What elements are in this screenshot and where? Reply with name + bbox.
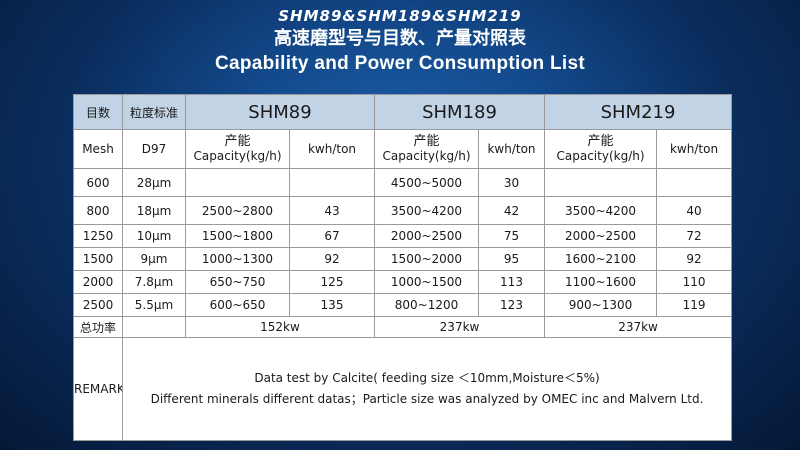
cell-capacity-shm89: 650~750 [185, 270, 290, 294]
cell-capacity-shm189: 800~1200 [374, 293, 479, 317]
cell-capacity-shm89: 1500~1800 [185, 224, 290, 248]
cell-d97: 10μm [122, 224, 186, 248]
total-power-row: 总功率 152kw 237kw 237kw [73, 316, 733, 338]
subheader-kwh-1: kwh/ton [289, 129, 375, 169]
cell-capacity-shm189: 3500~4200 [374, 196, 479, 225]
subheader-capacity-1: 产能 Capacity(kg/h) [185, 129, 290, 169]
capacity-cn-label: 产能 [413, 134, 440, 149]
cell-mesh: 2500 [73, 293, 123, 317]
remark-row: REMARK Data test by Calcite( feeding siz… [73, 337, 733, 441]
subheader-capacity-2: 产能 Capacity(kg/h) [374, 129, 479, 169]
cell-capacity-shm219: 2000~2500 [544, 224, 658, 248]
table-header-row: 目数 粒度标准 SHM89 SHM189 SHM219 [73, 94, 733, 130]
cell-kwh-shm89: 92 [289, 247, 375, 271]
capacity-table: 目数 粒度标准 SHM89 SHM189 SHM219 Mesh D97 产能 … [73, 94, 733, 441]
cell-capacity-shm189: 1500~2000 [374, 247, 479, 271]
table-row: 800 18μm 2500~2800 43 3500~4200 42 3500~… [73, 196, 733, 225]
cell-kwh-shm219: 72 [656, 224, 733, 248]
cell-mesh: 2000 [73, 270, 123, 294]
capacity-en-label: Capacity(kg/h) [556, 149, 645, 163]
cell-kwh-shm189: 95 [477, 247, 546, 271]
total-power-shm89: 152kw [185, 316, 375, 338]
cell-mesh: 600 [73, 168, 123, 197]
cell-kwh-shm219: 110 [656, 270, 733, 294]
cell-capacity-shm219 [544, 168, 658, 197]
subheader-capacity-3: 产能 Capacity(kg/h) [544, 129, 658, 169]
cell-capacity-shm89: 2500~2800 [185, 196, 290, 225]
remark-line-1: Data test by Calcite( feeding size ＜10mm… [254, 371, 600, 385]
cell-d97: 7.8μm [122, 270, 186, 294]
cell-capacity-shm189: 1000~1500 [374, 270, 479, 294]
cell-capacity-shm219: 900~1300 [544, 293, 658, 317]
table-row: 1250 10μm 1500~1800 67 2000~2500 75 2000… [73, 224, 733, 248]
table-row: 1500 9μm 1000~1300 92 1500~2000 95 1600~… [73, 247, 733, 271]
cell-capacity-shm89: 1000~1300 [185, 247, 290, 271]
cell-kwh-shm189: 30 [477, 168, 546, 197]
title-block: SHM89&SHM189&SHM219 高速磨型号与目数、产量对照表 Capab… [0, 6, 800, 76]
cell-kwh-shm189: 42 [477, 196, 546, 225]
cell-kwh-shm189: 75 [477, 224, 546, 248]
header-granularity-cn: 粒度标准 [122, 94, 186, 130]
cell-capacity-shm189: 2000~2500 [374, 224, 479, 248]
cell-mesh: 800 [73, 196, 123, 225]
subheader-mesh: Mesh [73, 129, 123, 169]
title-models: SHM89&SHM189&SHM219 [278, 7, 522, 25]
subheader-kwh-3: kwh/ton [656, 129, 733, 169]
cell-kwh-shm219: 92 [656, 247, 733, 271]
title-chinese: 高速磨型号与目数、产量对照表 [274, 28, 526, 49]
cell-kwh-shm219: 119 [656, 293, 733, 317]
capacity-cn-label: 产能 [224, 134, 251, 149]
cell-capacity-shm89 [185, 168, 290, 197]
table-subheader-row: Mesh D97 产能 Capacity(kg/h) kwh/ton 产能 Ca… [73, 129, 733, 169]
remark-line-2: Different minerals different datas；Parti… [150, 392, 704, 406]
cell-mesh: 1250 [73, 224, 123, 248]
cell-capacity-shm189: 4500~5000 [374, 168, 479, 197]
subheader-d97: D97 [122, 129, 186, 169]
header-mesh-cn: 目数 [73, 94, 123, 130]
header-model-shm189: SHM189 [373, 94, 546, 130]
remark-text: Data test by Calcite( feeding size ＜10mm… [121, 337, 733, 441]
cell-d97: 9μm [122, 247, 186, 271]
header-model-shm219: SHM219 [544, 94, 733, 130]
table-row: 2500 5.5μm 600~650 135 800~1200 123 900~… [73, 293, 733, 317]
title-english: Capability and Power Consumption List [214, 53, 585, 74]
capacity-en-label: Capacity(kg/h) [193, 149, 282, 163]
cell-d97: 5.5μm [122, 293, 186, 317]
cell-kwh-shm89: 135 [289, 293, 375, 317]
cell-mesh: 1500 [73, 247, 123, 271]
header-model-shm89: SHM89 [185, 94, 375, 130]
cell-d97: 28μm [122, 168, 186, 197]
total-power-shm219: 237kw [544, 316, 733, 338]
remark-label: REMARK [73, 337, 123, 441]
subheader-kwh-2: kwh/ton [477, 129, 546, 169]
cell-kwh-shm89 [289, 168, 375, 197]
cell-kwh-shm89: 43 [289, 196, 375, 225]
cell-kwh-shm89: 67 [289, 224, 375, 248]
cell-capacity-shm89: 600~650 [185, 293, 290, 317]
table-row: 2000 7.8μm 650~750 125 1000~1500 113 110… [73, 270, 733, 294]
cell-capacity-shm219: 3500~4200 [544, 196, 658, 225]
table-row: 600 28μm 4500~5000 30 [73, 168, 733, 197]
cell-capacity-shm219: 1600~2100 [544, 247, 658, 271]
cell-kwh-shm89: 125 [289, 270, 375, 294]
total-power-label: 总功率 [73, 316, 123, 338]
capacity-cn-label: 产能 [587, 134, 614, 149]
total-power-empty [122, 316, 186, 338]
cell-kwh-shm219: 40 [656, 196, 733, 225]
cell-capacity-shm219: 1100~1600 [544, 270, 658, 294]
cell-d97: 18μm [122, 196, 186, 225]
capacity-en-label: Capacity(kg/h) [382, 149, 471, 163]
cell-kwh-shm189: 113 [477, 270, 546, 294]
total-power-shm189: 237kw [373, 316, 546, 338]
cell-kwh-shm189: 123 [477, 293, 546, 317]
cell-kwh-shm219 [656, 168, 733, 197]
